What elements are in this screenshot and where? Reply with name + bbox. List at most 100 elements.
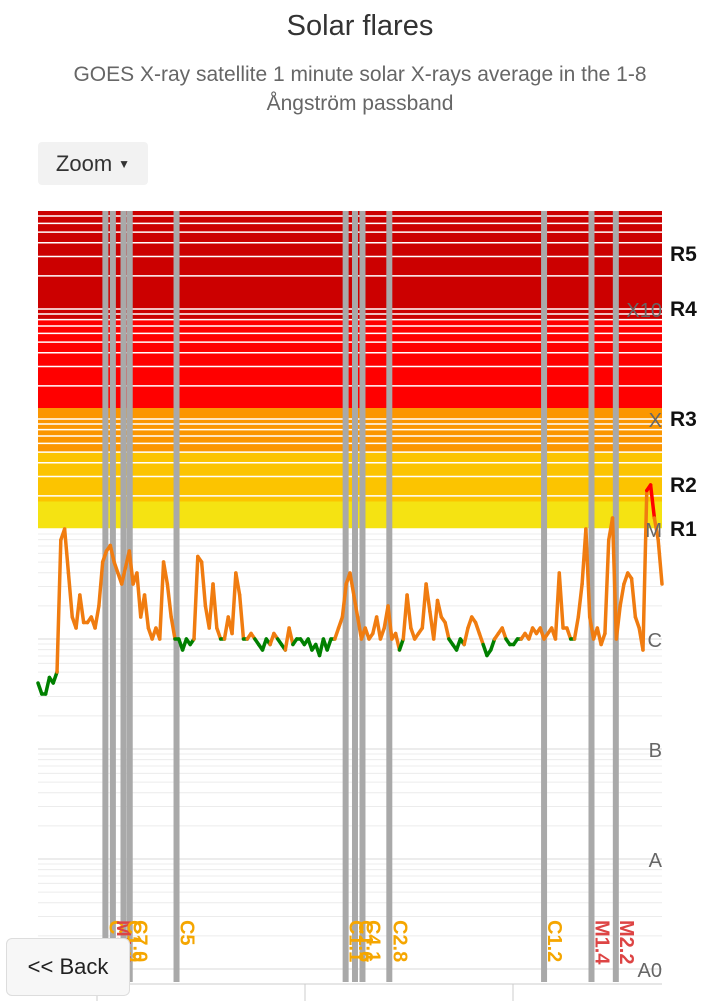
radio-blackout-label: R5 (670, 243, 697, 266)
band-r4 (38, 320, 662, 408)
flux-segment (93, 604, 101, 630)
flux-segment (397, 637, 406, 652)
radio-blackout-label: R2 (670, 474, 697, 497)
flux-segment (43, 675, 52, 696)
flux-segment (618, 582, 626, 608)
flux-segment (215, 626, 223, 641)
flux-segment (287, 626, 295, 647)
flare-bar (386, 211, 393, 982)
flare-label: C1.1 (345, 920, 367, 962)
flux-segment (489, 637, 497, 652)
zoom-dropdown[interactable]: Zoom ▼ (38, 142, 148, 185)
flux-segment (234, 571, 242, 597)
flux-segment (355, 615, 364, 641)
flux-segment (374, 615, 383, 641)
flux-segment (161, 560, 170, 586)
flare-label: C4.1 (361, 920, 383, 962)
flux-segment (142, 593, 151, 630)
flux-segment (565, 626, 573, 641)
flux-segment (108, 543, 116, 564)
flare-label: C5 (176, 920, 198, 946)
flux-segment (629, 576, 638, 619)
flare-bar (126, 211, 133, 982)
flux-segment (348, 571, 356, 597)
flux-segment (656, 538, 664, 586)
flux-segment (199, 560, 208, 608)
flux-segment (169, 615, 177, 641)
flux-segment (431, 598, 440, 641)
flux-segment (652, 516, 660, 542)
radio-blackout-bands (38, 211, 662, 529)
flux-segment (477, 631, 485, 647)
flux-segment (557, 571, 565, 630)
band-r1 (38, 501, 662, 529)
xray-flux-line (36, 483, 664, 696)
flare-labels: CM1.3C1.9C7.0C5C1.1C1.6C4.1C2.8C1.2M1.4M… (104, 920, 636, 965)
gridlines (38, 215, 662, 970)
flare-label: C (104, 920, 126, 934)
flux-segment (352, 593, 360, 619)
flux-segment (97, 560, 105, 608)
flux-segment (112, 560, 120, 575)
flare-label: C1.2 (543, 920, 565, 962)
flux-segment (62, 527, 71, 575)
flux-segment (405, 593, 413, 630)
radio-blackout-label: R1 (670, 518, 697, 541)
y-tick-label: X (649, 410, 662, 432)
back-button[interactable]: << Back (6, 938, 130, 996)
flux-segment (325, 637, 333, 652)
flux-segment (66, 571, 74, 619)
flare-bar (359, 211, 366, 982)
flux-segment (424, 582, 432, 614)
caret-down-icon: ▼ (118, 156, 131, 171)
flare-bar (173, 211, 180, 982)
flux-segment (51, 670, 59, 685)
flux-segment (378, 626, 386, 641)
flux-segment (599, 631, 607, 647)
y-tick-label: X10 (626, 300, 662, 322)
flare-label: C2.8 (388, 920, 410, 962)
flux-segment (462, 626, 470, 647)
flare-label: C7.0 (129, 920, 151, 962)
y-tick-label: M (645, 520, 662, 542)
radio-blackout-labels: R1 R2 R3 R4 R5 (670, 243, 697, 541)
flare-bar (541, 211, 548, 982)
flux-segment (633, 615, 641, 630)
y-tick-label: A (649, 850, 663, 872)
chart-title: Solar flares (286, 10, 434, 42)
flux-segment (55, 538, 63, 674)
flux-segment (386, 604, 394, 641)
flare-label: C1.6 (354, 920, 376, 962)
x-axis (38, 983, 662, 1001)
flux-segment (100, 549, 109, 564)
flux-segment (340, 582, 348, 619)
flare-bar (109, 211, 116, 982)
flux-segment (641, 488, 649, 652)
flux-segment (165, 582, 173, 619)
flux-segment (211, 582, 219, 630)
radio-blackout-label: R4 (670, 298, 697, 321)
flux-segment (443, 620, 451, 641)
flare-bar (588, 211, 595, 982)
flare-bar (102, 211, 109, 982)
flux-segment (610, 516, 619, 641)
flare-label: M1.4 (590, 920, 612, 965)
flux-segment (230, 571, 238, 636)
flux-segment (135, 571, 143, 619)
flux-segment (127, 549, 135, 586)
flux-segment (36, 681, 44, 696)
y-tick-label: C (648, 630, 662, 652)
flux-segment (158, 560, 166, 641)
y-tick-label: B (649, 740, 662, 762)
flux-segment (587, 615, 596, 641)
flux-segment (572, 615, 581, 641)
flux-segment (648, 483, 657, 520)
flux-segment (336, 615, 345, 630)
flux-segment (603, 538, 611, 636)
chart-subtitle: GOES X-ray satellite 1 minute solar X-ra… (73, 63, 647, 115)
flux-segment (333, 626, 341, 641)
flux-segment (500, 626, 508, 641)
y-tick-label: A0 (638, 960, 662, 982)
band-r5 (38, 211, 662, 320)
flux-segment (192, 554, 200, 641)
